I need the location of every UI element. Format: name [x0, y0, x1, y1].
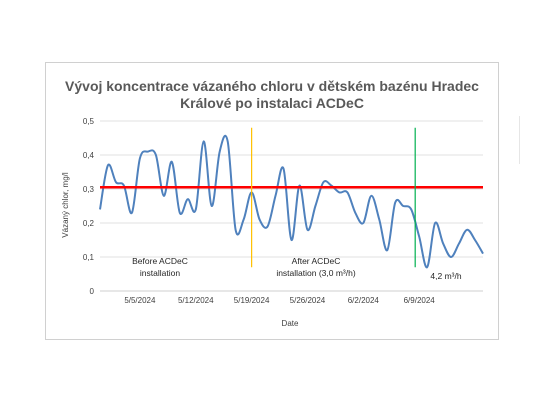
y-tick-label: 0,3 — [83, 185, 95, 194]
x-tick-label: 5/19/2024 — [234, 296, 270, 305]
gridlines — [100, 120, 483, 292]
x-axis-title: Date — [282, 319, 299, 328]
annotation-after-line2: installation (3,0 m³/h) — [276, 268, 356, 278]
annotation-before-line1: Before ACDeC — [132, 256, 188, 266]
chart-title-line2: Králové po instalaci ACDeC — [180, 95, 364, 111]
x-tick-label: 6/9/2024 — [404, 296, 436, 305]
y-tick-label: 0,4 — [83, 151, 95, 160]
x-tick-label: 5/12/2024 — [178, 296, 214, 305]
x-tick-label: 6/2/2024 — [348, 296, 380, 305]
y-tick-label: 0 — [90, 287, 95, 296]
x-tick-label: 5/26/2024 — [290, 296, 326, 305]
series-line — [99, 134, 484, 269]
y-tick-label: 0,2 — [83, 219, 95, 228]
annotation-before-line2: installation — [140, 268, 180, 278]
page-edge-divider — [519, 116, 520, 164]
y-tick-label: 0,5 — [83, 117, 95, 126]
x-tick-labels: 5/5/2024 5/12/2024 5/19/2024 5/26/2024 6/2/2… — [124, 296, 435, 305]
y-axis-title: Vázaný chlor, mg/l — [61, 172, 70, 238]
chart-title-line1: Vývoj koncentrace vázaného chloru v děts… — [65, 78, 479, 94]
annotation-flow-42: 4,2 m³/h — [430, 271, 461, 281]
y-tick-label: 0,1 — [83, 253, 95, 262]
x-tick-label: 5/5/2024 — [124, 296, 156, 305]
chart-frame — [45, 62, 499, 340]
annotation-after-line1: After ACDeC — [292, 256, 341, 266]
y-tick-labels: 0 0,1 0,2 0,3 0,4 0,5 — [83, 117, 95, 296]
